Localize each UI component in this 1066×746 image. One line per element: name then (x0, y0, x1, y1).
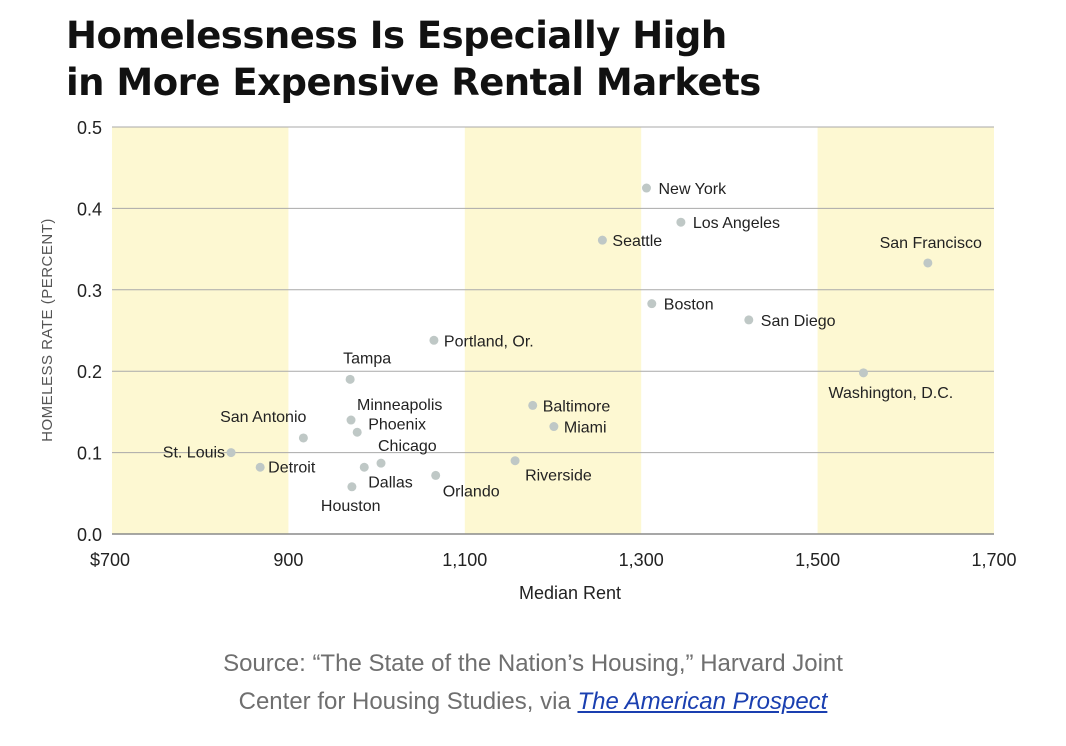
point-minneapolis (346, 415, 356, 425)
shaded-bands (112, 127, 994, 534)
point-tampa (345, 374, 355, 384)
point-label-chicago: Chicago (378, 438, 437, 455)
point-houston (347, 482, 357, 492)
point-label-riverside: Riverside (525, 468, 592, 485)
point-san-francisco (923, 258, 933, 268)
scatter-chart: Homelessness Is Especially High in More … (39, 14, 1017, 600)
y-tick-label-1: 0.1 (77, 444, 102, 464)
point-label-minneapolis: Minneapolis (357, 397, 442, 414)
point-miami (549, 422, 559, 432)
point-label-portland-or: Portland, Or. (444, 333, 534, 350)
point-label-dallas: Dallas (368, 474, 412, 491)
x-tick-label-2: 1,100 (442, 550, 487, 570)
point-label-san-francisco: San Francisco (880, 235, 982, 252)
x-tick-label-0: $700 (90, 550, 130, 570)
point-baltimore (528, 400, 538, 410)
x-tick-labels: $700 900 1,100 1,300 1,500 1,700 (90, 550, 1017, 570)
x-tick-label-5: 1,700 (971, 550, 1016, 570)
point-seattle (597, 235, 607, 245)
point-label-miami: Miami (564, 420, 607, 437)
y-axis-label: HOMELESS RATE (PERCENT) (39, 218, 56, 442)
shaded-band-1 (464, 127, 642, 534)
y-tick-label-2: 0.2 (77, 362, 102, 382)
point-riverside (510, 456, 520, 466)
point-label-los-angeles: Los Angeles (693, 215, 780, 232)
chart-title-line-1: Homelessness Is Especially High (66, 14, 727, 57)
x-tick-label-4: 1,500 (795, 550, 840, 570)
chart-title-line-2: in More Expensive Rental Markets (66, 61, 761, 104)
point-chicago (376, 458, 386, 468)
source-prefix: Center for Housing Studies, via (238, 688, 578, 715)
point-label-tampa: Tampa (343, 350, 391, 367)
point-label-san-antonio: San Antonio (220, 409, 306, 426)
point-label-san-diego: San Diego (761, 313, 836, 330)
gridlines (112, 126, 994, 535)
point-phoenix (352, 427, 362, 437)
point-portland-or (429, 335, 439, 345)
x-axis-label: Median Rent (519, 583, 621, 600)
point-label-st-louis: St. Louis (163, 445, 225, 462)
source-link[interactable]: The American Prospect (577, 688, 828, 715)
y-tick-labels: 0.0 0.1 0.2 0.3 0.4 0.5 (77, 118, 102, 545)
point-san-diego (744, 315, 754, 325)
point-st-louis (226, 448, 236, 458)
point-detroit (255, 462, 265, 472)
point-label-detroit: Detroit (268, 459, 316, 476)
point-label-orlando: Orlando (443, 483, 500, 500)
point-dallas (359, 462, 369, 472)
x-tick-label-3: 1,300 (619, 550, 664, 570)
data-points: St. Louis Detroit San Antonio Tampa Minneapo… (163, 181, 982, 515)
point-orlando (431, 470, 441, 480)
point-label-seattle: Seattle (612, 233, 662, 250)
point-label-houston: Houston (321, 498, 381, 515)
point-san-antonio (298, 433, 308, 443)
point-label-phoenix: Phoenix (368, 416, 426, 433)
point-los-angeles (676, 217, 686, 227)
point-new-york (641, 183, 651, 193)
point-label-baltimore: Baltimore (543, 398, 611, 415)
y-tick-label-0: 0.0 (77, 525, 102, 545)
y-tick-label-4: 0.4 (77, 199, 102, 219)
y-tick-label-5: 0.5 (77, 118, 102, 138)
shaded-band-2 (817, 127, 994, 534)
shaded-band-0 (112, 127, 289, 534)
point-label-boston: Boston (664, 297, 714, 314)
point-label-washington-d-c: Washington, D.C. (828, 385, 953, 402)
source-line-1: Source: “The State of the Nation’s Housi… (223, 650, 843, 677)
point-label-new-york: New York (658, 181, 727, 198)
source-line-2: Center for Housing Studies, via The Amer… (0, 683, 1066, 721)
y-tick-label-3: 0.3 (77, 281, 102, 301)
point-boston (647, 299, 657, 309)
point-washington-d-c (858, 368, 868, 378)
x-tick-label-1: 900 (273, 550, 303, 570)
